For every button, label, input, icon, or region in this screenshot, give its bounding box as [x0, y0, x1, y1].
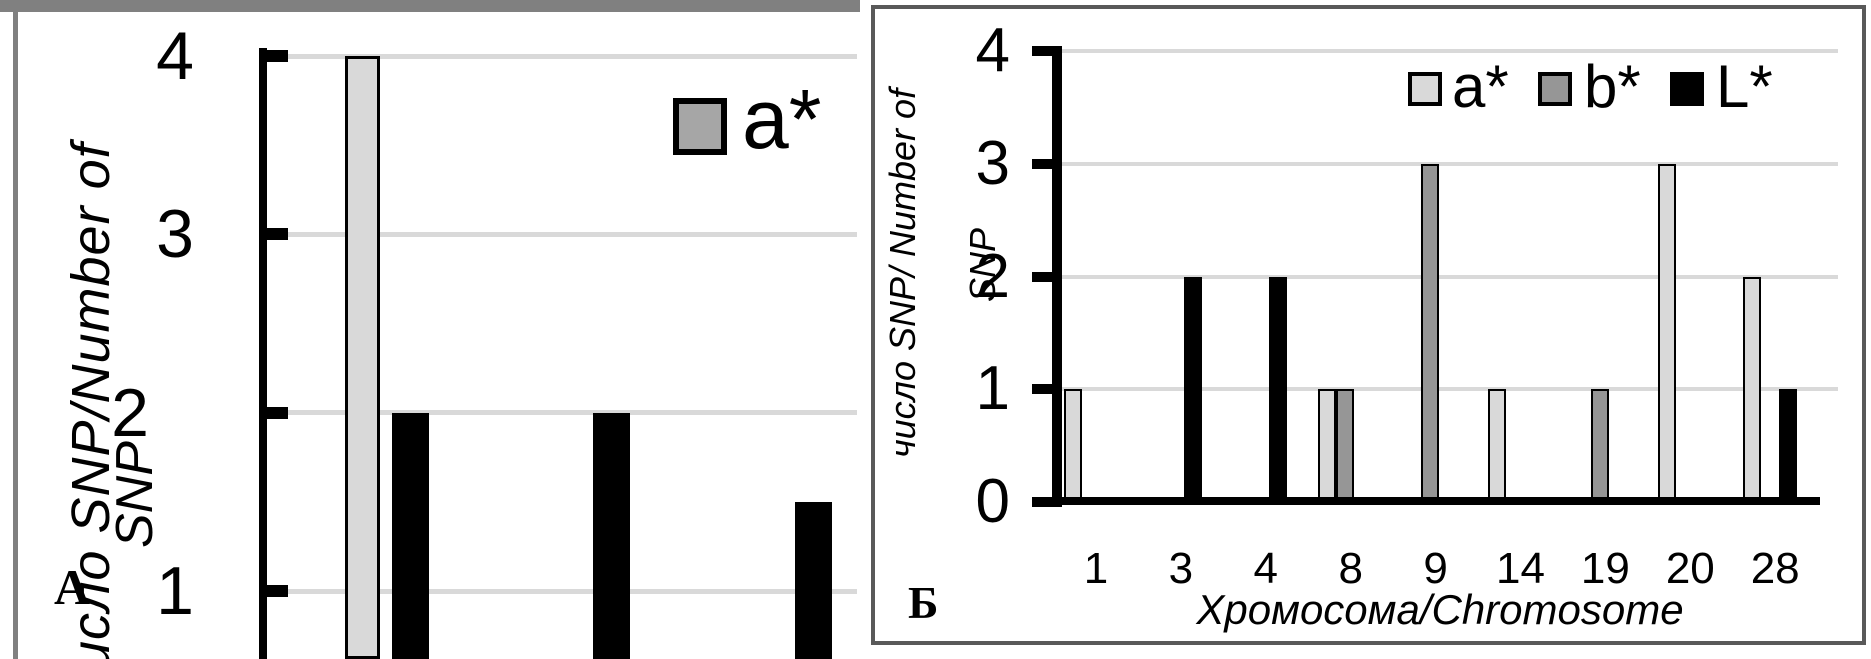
- panel-b-bar-b*-cat8: [1336, 389, 1355, 499]
- panel-b-y-tick-label-2: 2: [975, 241, 1010, 311]
- panel-a-bar-L*-1: [392, 412, 429, 659]
- panel-b-x-tick-label-8: 8: [1338, 544, 1363, 593]
- panel-b-legend-swatch-b-star: [1538, 72, 1572, 106]
- panel-b-tick-3: [1032, 158, 1062, 169]
- panel-b-y-axis-title-line2: SNP: [962, 227, 1003, 302]
- panel-b-legend-label-b-star: b*: [1584, 53, 1641, 120]
- panel-b-tick-4: [1032, 46, 1062, 57]
- panel-a-letter: А: [54, 559, 91, 615]
- panel-b-bar-L*-cat4: [1269, 276, 1288, 499]
- panel-b-gridline-2: [1062, 274, 1838, 279]
- panel-b-legend-label-l-star: L*: [1716, 53, 1773, 120]
- panel-b-tick-1: [1032, 384, 1062, 395]
- panel-b-tick-0: [1032, 497, 1062, 507]
- panel-b-legend-swatch-l-star: [1670, 72, 1704, 106]
- panel-b-gridline-4: [1062, 49, 1838, 54]
- panel-a-y-axis-line: [259, 48, 267, 659]
- panel-a-bar-L*-2: [593, 412, 630, 659]
- panel-b-legend-label-a-star: a*: [1452, 53, 1509, 120]
- panel-b-bar-a*-cat8: [1318, 389, 1337, 499]
- panel-b-bar-a*-cat28: [1742, 276, 1761, 499]
- panel-b-x-tick-label-20: 20: [1665, 544, 1715, 593]
- panel-a-legend-swatch-a-star: [673, 98, 727, 155]
- panel-a-bar-L*-3: [795, 501, 832, 659]
- panel-b-x-tick-label-28: 28: [1750, 544, 1800, 593]
- panel-b-x-axis-line: [1052, 497, 1820, 505]
- panel-b-bar-L*-cat3: [1184, 276, 1203, 499]
- panel-b-tick-2: [1032, 271, 1062, 282]
- panel-b-bar-L*-cat28: [1778, 389, 1797, 499]
- panel-b-legend-swatch-a-star: [1408, 72, 1442, 106]
- panel-a-y-tick-label-1: 1: [156, 553, 194, 629]
- panel-b-bar-a*-cat20: [1657, 163, 1676, 499]
- panel-b-bar-b*-cat9: [1421, 163, 1440, 499]
- panel-a-gridline-1: [267, 588, 857, 594]
- panel-a-frame-left: [13, 0, 18, 659]
- panel-b-x-tick-label-3: 3: [1168, 544, 1194, 593]
- panel-b-bar-a*-cat14: [1488, 389, 1506, 499]
- panel-b-border-box: [871, 5, 1866, 645]
- panel-b-y-tick-label-0: 0: [975, 467, 1010, 536]
- panel-b-y-tick-label-1: 1: [975, 354, 1010, 424]
- panel-b-y-tick-label-4: 4: [975, 16, 1010, 86]
- panel-b-x-tick-label-4: 4: [1253, 544, 1279, 593]
- panel-a-bar-a*-0: [345, 56, 380, 659]
- panel-a-frame-top: [0, 0, 860, 12]
- panel-b-y-axis-title-line1: число SNP/ Number of: [882, 88, 923, 458]
- panel-b-x-axis-title: Хромосома/Chromosome: [1196, 586, 1684, 633]
- panel-b-bar-a*-cat1: [1063, 389, 1082, 499]
- panel-b-gridline-3: [1062, 161, 1838, 166]
- panel-b-letter: Б: [908, 577, 939, 628]
- panel-a-y-tick-label-3: 3: [156, 196, 194, 273]
- panel-b-bar-b*-cat19: [1590, 389, 1609, 499]
- panel-b-gridline-1: [1062, 387, 1838, 392]
- panel-a-y-tick-label-2: 2: [111, 374, 149, 451]
- panel-a-gridline-3: [267, 231, 857, 237]
- panel-b-y-tick-label-3: 3: [975, 128, 1010, 198]
- panel-a-y-tick-label-4: 4: [156, 18, 194, 95]
- panel-b-y-axis-line: [1052, 48, 1062, 505]
- panel-b-x-tick-label-19: 19: [1580, 544, 1630, 593]
- panel-a-gridline-4: [267, 53, 857, 59]
- panel-a-legend-label-a-star: a*: [742, 72, 822, 166]
- panel-a-gridline-2: [267, 410, 857, 416]
- panel-b-x-tick-label-14: 14: [1496, 544, 1545, 593]
- panel-b-x-tick-label-9: 9: [1423, 544, 1448, 593]
- panel-b-x-tick-label-1: 1: [1083, 544, 1109, 593]
